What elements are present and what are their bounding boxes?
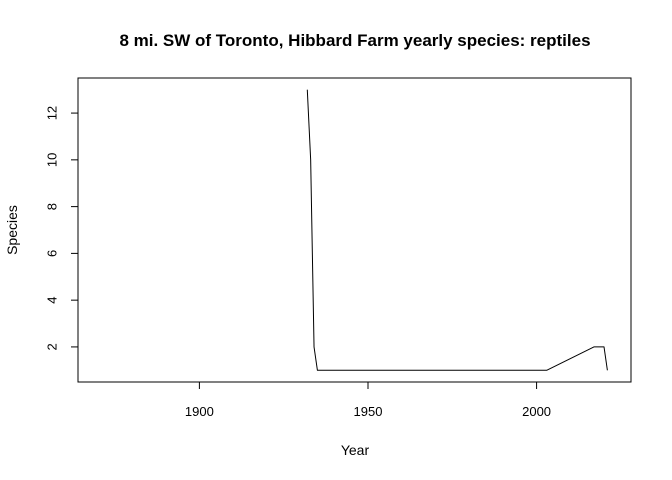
x-axis-label: Year (341, 442, 370, 458)
y-tick-label: 12 (45, 106, 60, 120)
y-tick-label: 4 (45, 297, 60, 304)
y-axis-label: Species (4, 205, 20, 255)
chart-title: 8 mi. SW of Toronto, Hibbard Farm yearly… (119, 31, 590, 50)
x-axis: 1900 1950 2000 (185, 381, 551, 419)
x-tick-label: 2000 (522, 404, 551, 419)
y-tick-label: 2 (45, 343, 60, 350)
x-tick-label: 1900 (185, 404, 214, 419)
y-tick-label: 10 (45, 153, 60, 167)
plot-frame (77, 77, 632, 383)
series-group (78, 89, 608, 383)
x-tick-label: 1950 (354, 404, 383, 419)
series-line (306, 89, 608, 371)
y-axis: 2 4 6 8 10 12 (45, 106, 79, 351)
y-tick-label: 6 (45, 250, 60, 257)
y-tick-label: 8 (45, 203, 60, 210)
